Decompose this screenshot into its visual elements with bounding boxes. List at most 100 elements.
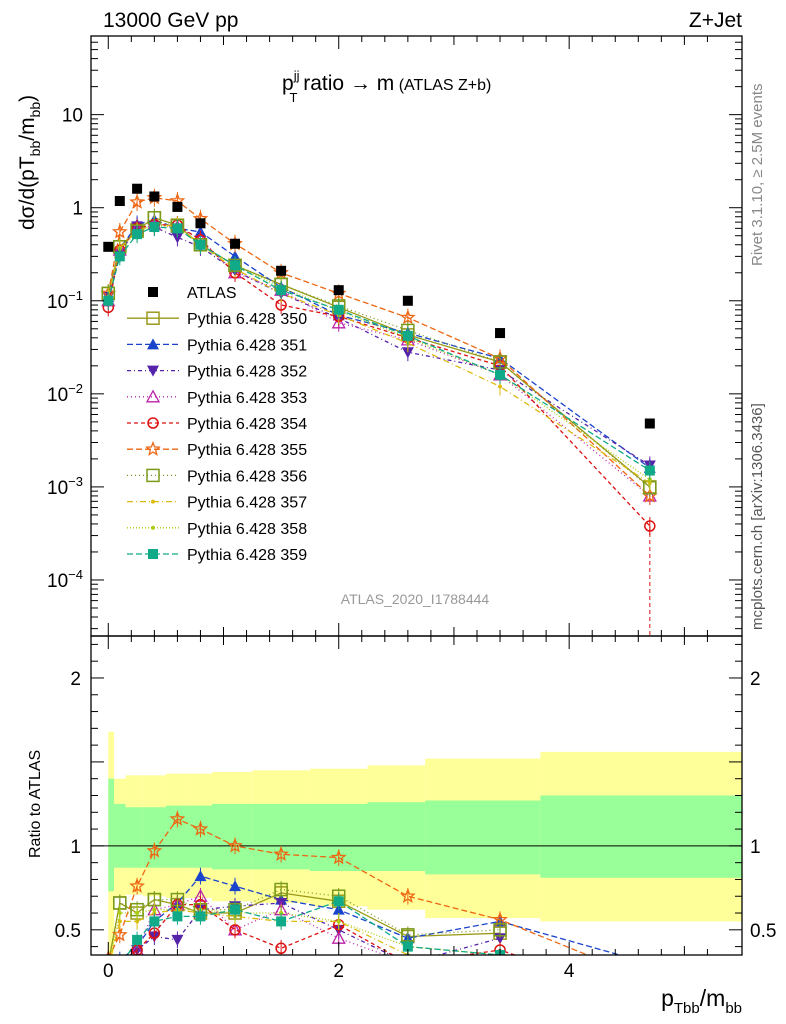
ratio-point <box>273 846 290 861</box>
ylabel-part-a: dσ/d(pT <box>16 156 39 230</box>
mcplots-label: mcplots.cern.ch [arXiv:1306.3436] <box>749 403 766 630</box>
ratio-point <box>135 911 140 916</box>
series-point <box>644 520 656 532</box>
ratio-tick-label-right: 2 <box>750 669 761 690</box>
ratio-point <box>402 958 414 969</box>
data-point <box>114 196 125 207</box>
legend-label: Pythia 6.428 359 <box>187 547 307 564</box>
ylabel-part-c: ) <box>16 95 39 102</box>
ratio-point <box>230 904 241 915</box>
ylabel-part-b: /m <box>16 117 39 140</box>
ratio-point <box>645 958 655 968</box>
ratio-point <box>192 820 209 836</box>
band-green-10 <box>425 800 541 875</box>
y-tick-base: 10 <box>47 478 68 499</box>
legend-marker <box>147 338 159 350</box>
title-rest: ratio → m <box>297 72 394 95</box>
ratio-line-4 <box>129 903 517 955</box>
y-tick-exponent: −1 <box>68 288 83 303</box>
data-point <box>103 241 114 252</box>
ylabel-sub-1: bb <box>27 141 43 157</box>
rivet-version-label: Rivet 3.1.10, ≥ 2.5M events <box>749 84 766 267</box>
band-green-6 <box>211 803 253 870</box>
series-point <box>129 193 146 209</box>
x-tick-label: 0 <box>103 961 114 982</box>
ratio-point <box>132 934 143 945</box>
series-point <box>195 239 206 250</box>
legend-item-1: Pythia 6.428 351 <box>127 337 307 354</box>
ratio-point <box>644 974 656 986</box>
ratio-point <box>115 958 125 968</box>
legend-label: Pythia 6.428 353 <box>187 390 307 407</box>
legend-label: Pythia 6.428 356 <box>187 468 307 485</box>
ratio-point <box>645 995 655 1005</box>
data-point <box>402 295 413 306</box>
x-tick-label: 4 <box>564 961 575 982</box>
legend-label: Pythia 6.428 357 <box>187 495 307 512</box>
ratio-tick-label-left: 2 <box>70 669 81 690</box>
data-point <box>149 191 160 202</box>
ratio-point <box>114 958 126 969</box>
series-point <box>401 347 414 359</box>
y-tick-label: 10−1 <box>47 288 83 313</box>
y-tick-exponent: −4 <box>68 567 83 582</box>
data-point <box>172 201 183 212</box>
legend-label: Pythia 6.428 351 <box>187 337 307 354</box>
ratio-point <box>402 941 413 952</box>
legend-item-7: Pythia 6.428 357 <box>127 495 307 512</box>
legend-item-4: Pythia 6.428 354 <box>127 416 307 433</box>
legend-label: Pythia 6.428 355 <box>187 442 307 459</box>
title-p: p <box>282 72 294 95</box>
series-point <box>276 285 287 296</box>
series-point <box>114 251 125 262</box>
ratio-point <box>644 957 656 968</box>
xlabel-sub-2: bb <box>725 1000 742 1017</box>
legend-marker <box>146 468 160 483</box>
header-energy: 13000 GeV pp <box>103 9 238 32</box>
band-green-1 <box>114 803 126 868</box>
series-point <box>333 304 344 315</box>
series-point <box>230 260 241 271</box>
ratio-series-5 <box>106 810 656 986</box>
legend-item-0: Pythia 6.428 350 <box>127 311 307 328</box>
xlabel-sub-1: Tbb <box>674 1000 700 1017</box>
y-tick-label: 10−2 <box>47 381 83 406</box>
main-panel-series <box>100 183 658 636</box>
y-tick-label: 1 <box>72 199 83 220</box>
legend-marker <box>147 365 159 377</box>
legend-marker <box>145 440 161 456</box>
ratio-point <box>402 957 414 968</box>
legend-item-6: Pythia 6.428 356 <box>127 468 307 485</box>
legend-item-9: Pythia 6.428 359 <box>127 547 307 564</box>
x-tick-label: 2 <box>333 961 344 982</box>
ratio-point <box>117 911 122 916</box>
data-point <box>276 265 287 276</box>
ratio-tick-label-left: 1 <box>70 837 81 858</box>
legend-marker <box>148 549 158 559</box>
ratio-line-8 <box>110 909 501 955</box>
ratio-point <box>275 942 287 955</box>
band-green-3 <box>142 807 166 868</box>
ratio-point <box>115 962 125 972</box>
ratio-point <box>336 919 341 924</box>
ratio-point <box>114 957 126 968</box>
y-tick-label: 10−4 <box>47 567 83 592</box>
ylabel-sub-2: bb <box>27 102 43 118</box>
series-point <box>498 384 503 389</box>
legend-item-data: ATLAS <box>148 285 237 302</box>
ratio-point <box>149 916 160 927</box>
legend-label: Pythia 6.428 352 <box>187 364 307 381</box>
legend-marker <box>145 389 161 403</box>
y-axis-label-ratio: Ratio to ATLAS <box>27 750 44 858</box>
y-tick-base: 1 <box>72 199 83 220</box>
legend-label: Pythia 6.428 350 <box>187 311 307 328</box>
y-tick-base: 10 <box>62 106 83 127</box>
y-tick-exponent: −2 <box>68 381 83 396</box>
legend-marker <box>146 311 160 325</box>
ratio-point <box>195 911 206 922</box>
ratio-point <box>330 849 347 865</box>
data-point <box>195 218 206 229</box>
band-green-11 <box>540 795 742 878</box>
plot-title: pjj T ratio → m (ATLAS Z+b) <box>282 68 491 105</box>
